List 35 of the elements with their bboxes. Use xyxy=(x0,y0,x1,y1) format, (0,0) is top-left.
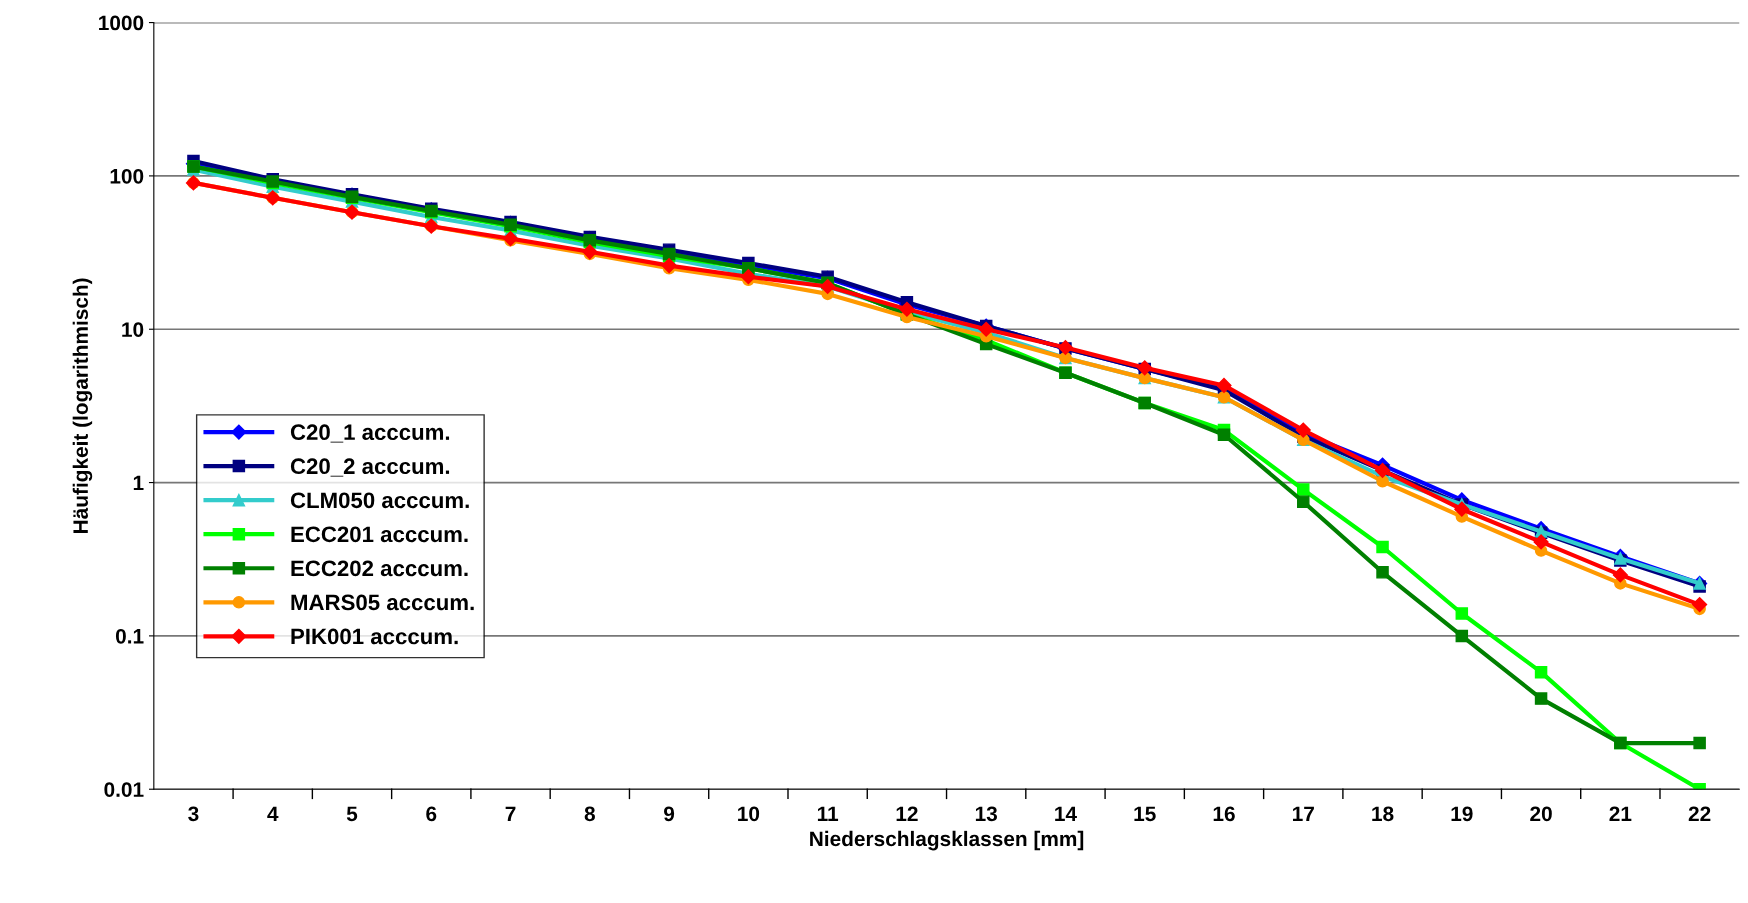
x-tick-label: 5 xyxy=(346,806,358,822)
y-tick-label: 1000 xyxy=(99,15,144,31)
x-tick-label: 22 xyxy=(1688,806,1711,821)
y-tick-label: 100 xyxy=(110,168,144,184)
x-tick-label: 6 xyxy=(426,806,437,822)
x-tick-label: 14 xyxy=(1055,806,1077,821)
y-axis-title: Häufigkeit (logarithmisch) xyxy=(72,278,93,533)
x-tick-label: 19 xyxy=(1451,806,1473,822)
y-tick-label: 1 xyxy=(133,475,144,491)
x-tick-label: 3 xyxy=(188,806,199,822)
x-tick-label: 17 xyxy=(1292,806,1314,821)
x-tick-label: 10 xyxy=(738,806,760,822)
x-tick-label: 12 xyxy=(896,806,918,821)
y-tick-label: 0.01 xyxy=(104,782,144,797)
x-tick-label: 18 xyxy=(1372,806,1394,822)
x-tick-label: 7 xyxy=(505,806,516,821)
x-tick-label: 9 xyxy=(664,806,675,822)
x-axis-title: Niederschlagsklassen [mm] xyxy=(810,830,1084,851)
x-tick-label: 21 xyxy=(1609,806,1632,821)
y-tick-label: 10 xyxy=(122,322,144,337)
legend-label: C20_1 acccum. xyxy=(290,424,450,443)
x-tick-label: 16 xyxy=(1213,806,1235,822)
x-tick-label: 15 xyxy=(1134,806,1156,822)
x-tick-label: 4 xyxy=(267,806,279,821)
y-tick-label: 0.1 xyxy=(115,628,144,644)
x-tick-label: 20 xyxy=(1530,806,1552,822)
legend-label: MARS05 acccum. xyxy=(291,594,474,611)
legend-label: C20_2 acccum. xyxy=(290,458,450,477)
x-tick-label: 13 xyxy=(975,806,998,822)
legend-label: PIK001 acccum. xyxy=(291,628,458,645)
legend-label: ECC201 acccum. xyxy=(291,526,468,543)
x-tick-label: 11 xyxy=(817,806,839,821)
legend-label: CLM050 acccum. xyxy=(290,492,469,509)
x-tick-label: 8 xyxy=(584,806,595,822)
legend-label: ECC202 acccum. xyxy=(291,560,468,577)
